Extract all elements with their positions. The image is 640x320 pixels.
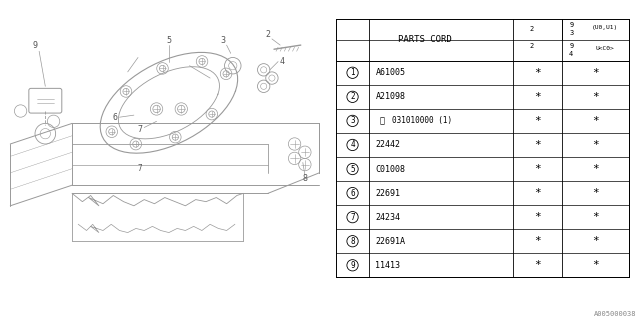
Text: 8: 8 xyxy=(350,237,355,246)
Text: 2: 2 xyxy=(350,92,355,101)
Text: *: * xyxy=(593,140,599,150)
Text: 3: 3 xyxy=(569,30,573,36)
Text: *: * xyxy=(593,68,599,78)
Text: 2: 2 xyxy=(529,43,534,49)
Text: *: * xyxy=(593,116,599,126)
Text: 9: 9 xyxy=(569,43,573,49)
Text: *: * xyxy=(534,92,541,102)
Text: A21098: A21098 xyxy=(376,92,406,101)
Text: *: * xyxy=(534,188,541,198)
Text: 7: 7 xyxy=(138,164,142,173)
Text: *: * xyxy=(593,260,599,270)
Text: 7: 7 xyxy=(350,213,355,222)
Text: (U0,U1): (U0,U1) xyxy=(592,25,618,30)
Text: U<C0>: U<C0> xyxy=(596,46,614,52)
Text: 24234: 24234 xyxy=(376,213,401,222)
Text: 9: 9 xyxy=(350,261,355,270)
Text: 031010000 (1): 031010000 (1) xyxy=(392,116,452,125)
Text: *: * xyxy=(534,212,541,222)
Text: 8: 8 xyxy=(302,174,307,183)
Text: *: * xyxy=(593,188,599,198)
Text: 7: 7 xyxy=(138,125,143,134)
Text: A005000038: A005000038 xyxy=(595,311,637,317)
Text: 3: 3 xyxy=(220,36,225,45)
Text: *: * xyxy=(593,212,599,222)
Text: Ⓦ: Ⓦ xyxy=(379,116,384,125)
Text: 9: 9 xyxy=(569,22,573,28)
Text: 2: 2 xyxy=(529,26,534,32)
Text: C01008: C01008 xyxy=(376,164,406,173)
Text: *: * xyxy=(534,260,541,270)
Text: 22691: 22691 xyxy=(376,188,401,197)
Text: 22442: 22442 xyxy=(376,140,401,149)
Text: 22691A: 22691A xyxy=(376,237,406,246)
Text: 4: 4 xyxy=(569,52,573,57)
Text: PARTS CORD: PARTS CORD xyxy=(397,35,451,44)
Text: 5: 5 xyxy=(350,164,355,173)
Text: 11413: 11413 xyxy=(376,261,401,270)
Text: 5: 5 xyxy=(166,36,172,45)
Text: *: * xyxy=(534,68,541,78)
Text: 6: 6 xyxy=(113,113,118,122)
Text: *: * xyxy=(534,140,541,150)
Text: 9: 9 xyxy=(33,41,38,50)
Text: 1: 1 xyxy=(350,68,355,77)
Text: *: * xyxy=(534,164,541,174)
Text: *: * xyxy=(593,236,599,246)
Text: *: * xyxy=(534,116,541,126)
Text: *: * xyxy=(534,236,541,246)
Text: 4: 4 xyxy=(280,57,285,66)
Text: 6: 6 xyxy=(350,188,355,197)
Text: *: * xyxy=(593,92,599,102)
Text: 4: 4 xyxy=(350,140,355,149)
Text: *: * xyxy=(593,164,599,174)
Text: 3: 3 xyxy=(350,116,355,125)
Text: A61005: A61005 xyxy=(376,68,406,77)
Text: 2: 2 xyxy=(266,30,270,39)
